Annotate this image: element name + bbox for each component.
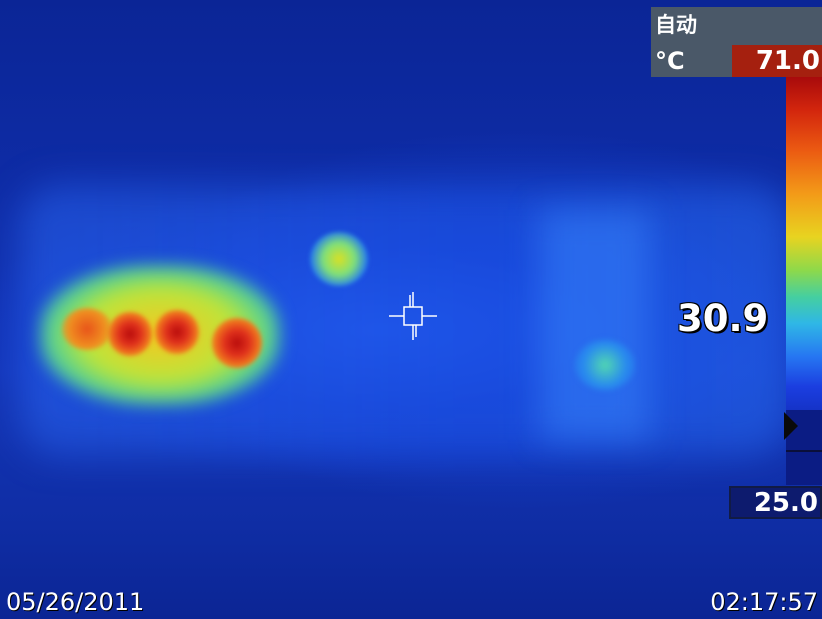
- palette-lower-section: [786, 410, 822, 485]
- info-panel: 自动 °C 71.0: [651, 7, 822, 77]
- warm-spot: [310, 232, 368, 286]
- hot-spot-core: [212, 318, 262, 368]
- warm-spot: [575, 340, 635, 390]
- date-stamp: 05/26/2011: [6, 588, 145, 616]
- warm-band-region: [540, 210, 650, 440]
- crosshair-icon: [389, 292, 437, 340]
- spot-temp-value: 30.9: [677, 297, 769, 340]
- unit-label: °C: [655, 47, 685, 75]
- min-temp-value: 25.0: [753, 488, 818, 518]
- max-temp-value: 71.0: [755, 46, 820, 76]
- time-stamp: 02:17:57: [710, 588, 818, 616]
- color-palette-bar: [786, 77, 822, 410]
- palette-divider: [786, 450, 822, 452]
- min-temp-box: 25.0: [729, 486, 822, 519]
- hot-spot-core: [155, 310, 199, 354]
- range-mode-label[interactable]: 自动: [655, 13, 697, 37]
- hot-spot-core: [108, 312, 152, 356]
- level-pointer-icon: [784, 412, 798, 440]
- hot-spot-core: [62, 308, 112, 350]
- max-temp-box: 71.0: [732, 45, 822, 77]
